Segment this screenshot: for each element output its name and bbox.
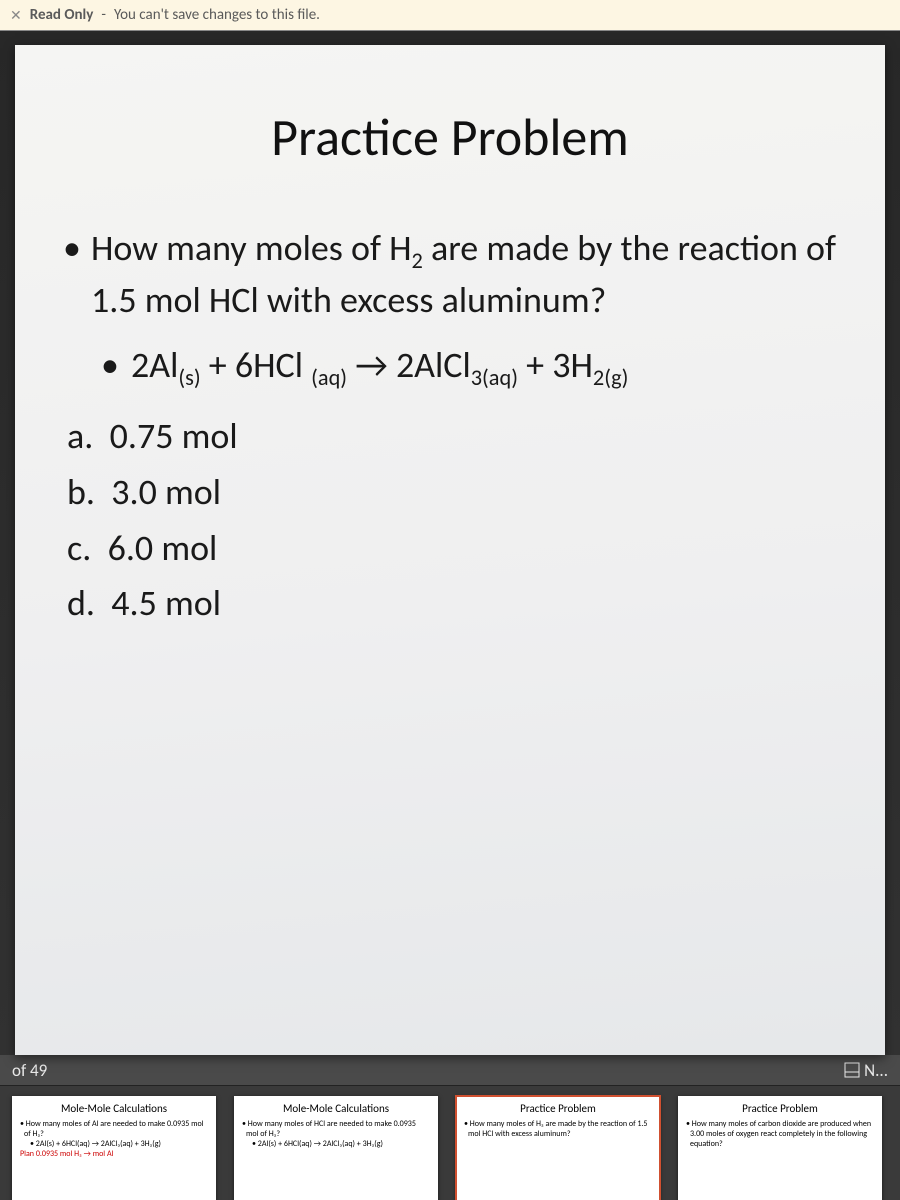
eq-arrow: →: [347, 343, 396, 387]
read-only-info-bar: ✕ Read Only - You can't save changes to …: [0, 0, 900, 31]
eq-rhs2: 3H: [552, 343, 593, 387]
question-sub: 2: [412, 247, 423, 274]
eq-lhs1-state: (s): [178, 364, 200, 391]
answer-a: a. 0.75 mol: [67, 409, 837, 465]
answer-b-text: 3.0 mol: [111, 470, 221, 514]
eq-plus1: +: [201, 343, 235, 387]
thumb-3[interactable]: Practice Problem • How many moles of H₂ …: [456, 1096, 660, 1200]
thumb-1-line2: • 2Al(s) + 6HCl(aq) → 2AlCl₃(aq) + 3H₂(g…: [34, 1139, 208, 1149]
notes-icon: [844, 1062, 860, 1078]
thumb-1-line3: Plan 0.0935 mol H₂ → mol Al: [24, 1149, 208, 1159]
thumb-2-title: Mole-Mole Calculations: [242, 1102, 430, 1115]
question-bullet-list: How many moles of H2 are made by the rea…: [63, 224, 837, 325]
answer-a-label: a.: [67, 414, 93, 458]
slide-thumbnails[interactable]: Mole-Mole Calculations • How many moles …: [0, 1085, 900, 1200]
eq-lhs2-state: (aq): [311, 364, 347, 391]
info-bar-message: You can't save changes to this file.: [114, 6, 320, 24]
answer-d-text: 4.5 mol: [111, 581, 221, 625]
answer-choices: a. 0.75 mol b. 3.0 mol c. 6.0 mol d. 4.5…: [63, 409, 837, 632]
eq-rhs1-sub: 3(aq): [471, 364, 518, 391]
read-only-label: Read Only: [30, 6, 94, 24]
answer-c: c. 6.0 mol: [67, 521, 837, 577]
eq-rhs2-sub: 2(g): [593, 364, 628, 391]
answer-d: d. 4.5 mol: [67, 576, 837, 632]
answer-c-text: 6.0 mol: [108, 526, 218, 570]
equation-bullet-list: 2Al(s) + 6HCl (aq) → 2AlCl3(aq) + 3H2(g): [63, 343, 837, 391]
thumb-2[interactable]: Mole-Mole Calculations • How many moles …: [234, 1096, 438, 1200]
thumb-4-line1: • How many moles of carbon dioxide are p…: [690, 1119, 874, 1149]
info-bar-separator: -: [101, 6, 106, 24]
thumb-1[interactable]: Mole-Mole Calculations • How many moles …: [12, 1096, 216, 1200]
answer-b-label: b.: [67, 470, 95, 514]
page-indicator: of 49: [12, 1060, 47, 1081]
answer-d-label: d.: [67, 581, 95, 625]
thumb-4-title: Practice Problem: [686, 1102, 874, 1115]
thumb-3-line1: • How many moles of H₂ are made by the r…: [468, 1119, 652, 1139]
thumb-1-line1: • How many moles of Al are needed to mak…: [24, 1119, 208, 1139]
current-slide: Practice Problem How many moles of H2 ar…: [15, 45, 885, 1055]
close-icon[interactable]: ✕: [10, 7, 22, 24]
thumb-2-line1: • How many moles of HCl are needed to ma…: [246, 1119, 430, 1139]
notes-button[interactable]: N...: [844, 1060, 888, 1081]
notes-label: N...: [864, 1060, 888, 1081]
eq-rhs1: 2AlCl: [396, 343, 471, 387]
thumb-1-title: Mole-Mole Calculations: [20, 1102, 208, 1115]
eq-plus2: +: [518, 343, 552, 387]
slide-title: Practice Problem: [63, 105, 837, 169]
answer-a-text: 0.75 mol: [110, 414, 238, 458]
answer-c-label: c.: [67, 526, 91, 570]
thumb-3-title: Practice Problem: [464, 1102, 652, 1115]
answer-b: b. 3.0 mol: [67, 465, 837, 521]
thumb-2-line2: • 2Al(s) + 6HCl(aq) → 2AlCl₃(aq) + 3H₂(g…: [256, 1139, 430, 1149]
question-prefix: How many moles of H: [91, 226, 412, 270]
question-text: How many moles of H2 are made by the rea…: [91, 224, 837, 325]
equation: 2Al(s) + 6HCl (aq) → 2AlCl3(aq) + 3H2(g): [131, 343, 837, 391]
thumb-4[interactable]: Practice Problem • How many moles of car…: [678, 1096, 882, 1200]
status-bar: of 49 N...: [0, 1055, 900, 1085]
eq-lhs2: 6HCl: [235, 343, 311, 387]
eq-lhs1: 2Al: [131, 343, 178, 387]
slide-canvas: Practice Problem How many moles of H2 ar…: [0, 31, 900, 1055]
